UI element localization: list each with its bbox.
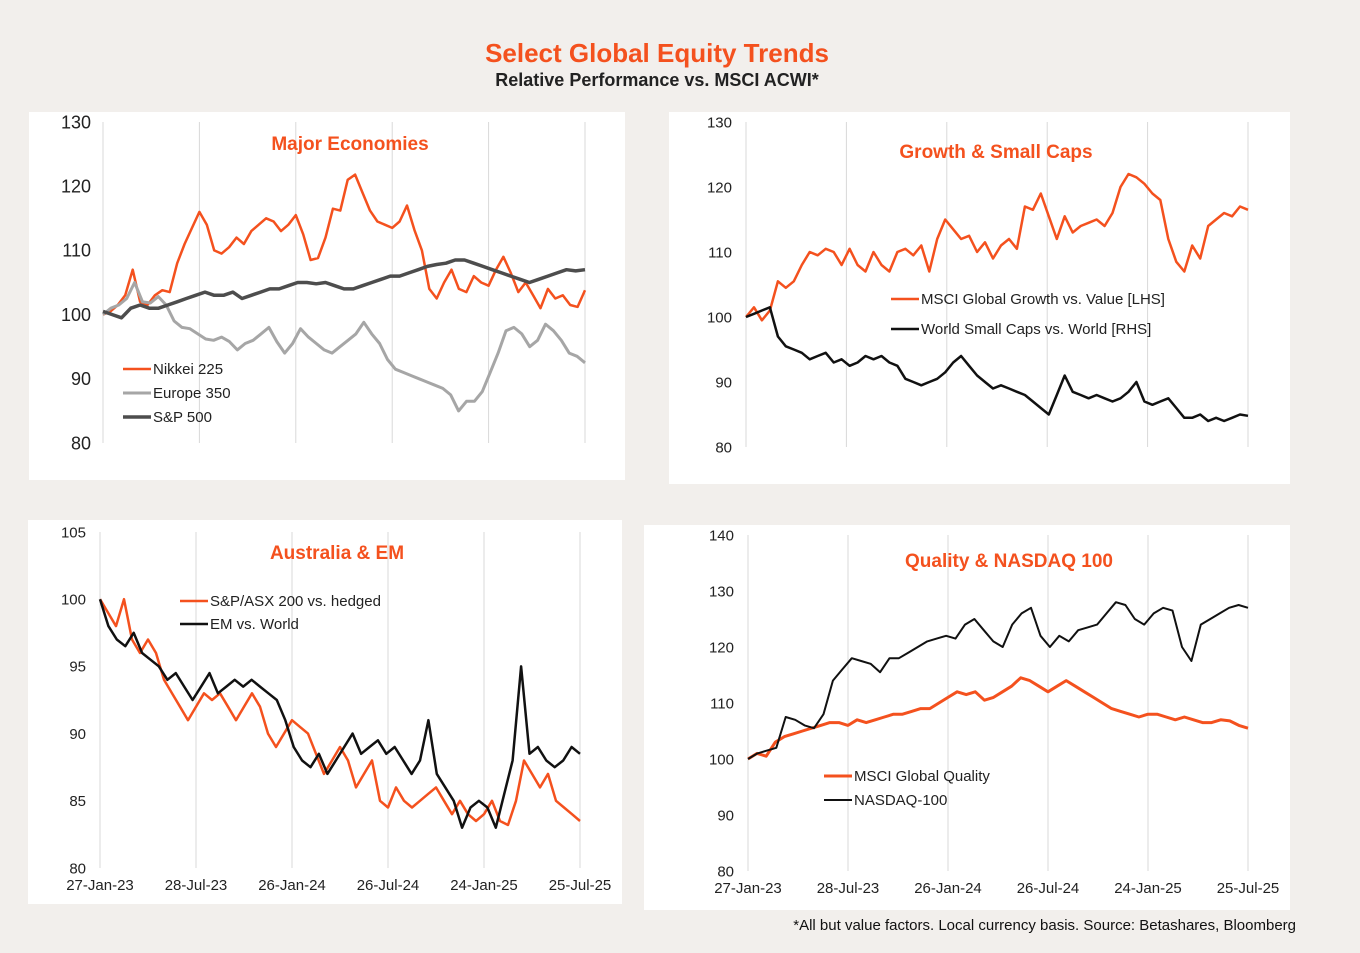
y-tick-label: 80: [717, 863, 734, 880]
legend-entry: MSCI Global Quality: [854, 768, 990, 785]
y-tick-label: 100: [709, 751, 734, 768]
legend-entry: Europe 350: [153, 385, 231, 402]
y-tick-label: 90: [71, 369, 91, 389]
y-tick-label: 80: [69, 860, 86, 877]
source-footnote: *All but value factors. Local currency b…: [793, 917, 1296, 934]
y-tick-label: 110: [62, 241, 91, 261]
series-line-msci-global-growth-vs-value-lhs: [745, 172, 1249, 322]
x-tick-label: 26-Jan-24: [258, 877, 326, 894]
chart-panel-major-economies: 130 120 110 100 90 80 Major Economies Nikkei 22…: [29, 112, 625, 480]
y-tick-label: 85: [69, 793, 86, 810]
legend-entry: S&P 500: [153, 409, 212, 426]
legend-entry: MSCI Global Growth vs. Value [LHS]: [921, 291, 1165, 308]
series-line-s-p-asx-200-vs-hedged: [98, 597, 581, 827]
y-tick-label: 130: [709, 583, 734, 600]
chart-major-economies: 130 120 110 100 90 80 Major Economies Nikkei 22…: [61, 112, 587, 453]
x-tick-label: 27-Jan-23: [66, 877, 134, 894]
page-title: Select Global Equity Trends: [485, 38, 829, 68]
x-tick-label: 28-Jul-23: [165, 877, 228, 894]
chart-growth-small-caps: 130 120 110 100 90 80 Growth & Small Caps MSCI …: [707, 114, 1249, 456]
y-tick-label: 90: [69, 726, 86, 743]
series-line-nikkei-225: [102, 173, 587, 316]
y-tick-label: 120: [709, 639, 734, 656]
y-tick-label: 130: [61, 112, 91, 132]
legend-entry: World Small Caps vs. World [RHS]: [921, 321, 1151, 338]
y-tick-label: 100: [61, 591, 86, 608]
series-line-world-small-caps-vs-world-rhs: [745, 306, 1249, 423]
y-tick-label: 80: [715, 439, 732, 456]
y-tick-label: 110: [710, 695, 734, 712]
series-line-europe-350: [102, 281, 586, 413]
y-tick-label: 100: [707, 309, 732, 326]
chart-title: Australia & EM: [270, 543, 404, 564]
x-tick-label: 27-Jan-23: [714, 880, 782, 897]
chart-title: Quality & NASDAQ 100: [905, 551, 1113, 572]
series-line-msci-global-quality: [747, 676, 1249, 761]
chart-panel-quality-nasdaq: 140 130 120 110 100 90 80 27-Jan-23 28-Jul-23 26-…: [644, 525, 1290, 910]
y-tick-label: 105: [61, 524, 86, 541]
series-line-s-p-500: [102, 258, 586, 320]
y-tick-label: 100: [61, 305, 91, 325]
chart-title: Major Economies: [271, 134, 428, 155]
series-line-em-vs-world: [98, 598, 581, 829]
x-tick-label: 25-Jul-25: [549, 877, 612, 894]
x-tick-label: 26-Jan-24: [914, 880, 982, 897]
y-tick-label: 130: [707, 114, 732, 131]
y-tick-label: 120: [61, 177, 91, 197]
legend-entry: NASDAQ-100: [854, 792, 947, 809]
x-tick-label: 26-Jul-24: [1017, 880, 1080, 897]
y-tick-label: 140: [709, 527, 734, 544]
y-tick-label: 90: [715, 374, 732, 391]
chart-panel-australia-em: 105 100 95 90 85 80 27-Jan-23 28-Jul-23 26-Jan-2…: [28, 520, 622, 904]
legend-entry: Nikkei 225: [153, 361, 223, 378]
legend-entry: EM vs. World: [210, 616, 299, 633]
y-tick-label: 95: [69, 659, 86, 676]
series-line-nasdaq-100: [747, 601, 1249, 760]
page-subtitle: Relative Performance vs. MSCI ACWI*: [495, 70, 819, 90]
x-tick-label: 28-Jul-23: [817, 880, 880, 897]
y-tick-label: 90: [717, 807, 734, 824]
y-tick-label: 80: [71, 433, 91, 453]
y-tick-label: 120: [707, 179, 732, 196]
chart-panel-growth-small-caps: 130 120 110 100 90 80 Growth & Small Caps MSCI …: [669, 112, 1290, 484]
x-tick-label: 24-Jan-25: [1114, 880, 1182, 897]
y-tick-label: 110: [708, 244, 732, 261]
x-tick-label: 26-Jul-24: [357, 877, 420, 894]
legend-entry: S&P/ASX 200 vs. hedged: [210, 593, 381, 610]
x-tick-label: 24-Jan-25: [450, 877, 518, 894]
x-tick-label: 25-Jul-25: [1217, 880, 1280, 897]
chart-title: Growth & Small Caps: [899, 142, 1092, 163]
